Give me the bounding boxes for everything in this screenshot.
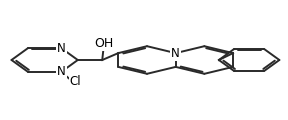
Text: Cl: Cl [70,75,82,88]
Text: N: N [57,42,66,55]
Text: OH: OH [94,37,113,50]
Text: N: N [171,47,180,60]
Text: N: N [57,65,66,78]
